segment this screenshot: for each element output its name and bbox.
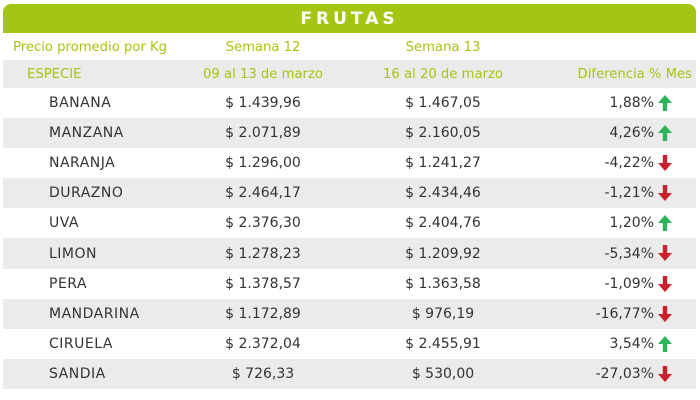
diff-label: Diferencia % Mes (577, 66, 692, 82)
species-name: MANDARINA (49, 305, 140, 322)
week12-price: $ 2.464,17 (225, 185, 301, 202)
table-row: MANDARINA $ 1.172,89 $ 976,19 -16,77% (3, 298, 696, 329)
species-name: SANDIA (49, 365, 106, 382)
week13-price: $ 2.404,76 (405, 215, 481, 232)
week12-price: $ 1.378,57 (225, 275, 301, 292)
species-name: PERA (49, 275, 88, 292)
arrow-down-icon (658, 245, 672, 262)
week12-price: $ 2.372,04 (225, 335, 301, 352)
week13-price: $ 2.434,46 (405, 185, 481, 202)
diff-percent: -16,77% (595, 305, 654, 322)
diff-percent: 1,88% (609, 95, 654, 112)
week13-price: $ 530,00 (411, 365, 475, 382)
diff-percent: -27,03% (595, 365, 654, 382)
table-title: FRUTAS (300, 8, 399, 29)
table-row: UVA $ 2.376,30 $ 2.404,76 1,20% (3, 208, 696, 238)
table-row: MANZANA $ 2.071,89 $ 2.160,05 4,26% (3, 118, 696, 149)
week13-dates: 16 al 20 de marzo (383, 66, 503, 82)
arrow-down-icon (658, 365, 672, 382)
species-label: ESPECIE (27, 66, 82, 82)
table-row: PERA $ 1.378,57 $ 1.363,58 -1,09% (3, 269, 696, 299)
week13-price: $ 2.160,05 (405, 125, 481, 142)
week13-price: $ 1.467,05 (405, 95, 481, 112)
diff-percent: 1,20% (609, 215, 654, 232)
species-name: UVA (49, 215, 80, 232)
price-label: Precio promedio por Kg (13, 40, 168, 55)
week12-price: $ 1.439,96 (225, 95, 301, 112)
table-body: BANANA $ 1.439,96 $ 1.467,05 1,88% MANZANA $ … (3, 88, 696, 389)
arrow-up-icon (658, 125, 672, 142)
week12-price: $ 1.296,00 (225, 155, 301, 172)
week12-label: Semana 12 (225, 40, 301, 55)
table-row: CIRUELA $ 2.372,04 $ 2.455,91 3,54% (3, 329, 696, 359)
table-row: NARANJA $ 1.296,00 $ 1.241,27 -4,22% (3, 148, 696, 178)
week12-price: $ 726,33 (231, 365, 295, 382)
title-banner: FRUTAS (3, 4, 696, 33)
species-name: BANANA (49, 95, 112, 112)
arrow-down-icon (658, 185, 672, 202)
week13-label: Semana 13 (405, 40, 481, 55)
week13-price: $ 1.209,92 (405, 245, 481, 262)
arrow-down-icon (658, 305, 672, 322)
week12-price: $ 1.278,23 (225, 245, 301, 262)
species-name: NARANJA (49, 155, 116, 172)
week13-price: $ 1.241,27 (405, 155, 481, 172)
table-row: BANANA $ 1.439,96 $ 1.467,05 1,88% (3, 88, 696, 118)
week13-price: $ 2.455,91 (405, 335, 481, 352)
table-row: LIMON $ 1.278,23 $ 1.209,92 -5,34% (3, 238, 696, 269)
arrow-up-icon (658, 335, 672, 352)
week13-price: $ 1.363,58 (405, 275, 481, 292)
species-name: LIMON (49, 245, 97, 262)
arrow-down-icon (658, 275, 672, 292)
header-row-2: ESPECIE 09 al 13 de marzo 16 al 20 de ma… (3, 60, 696, 88)
arrow-up-icon (658, 215, 672, 232)
arrow-down-icon (658, 155, 672, 172)
species-name: DURAZNO (49, 185, 124, 202)
table-row: DURAZNO $ 2.464,17 $ 2.434,46 -1,21% (3, 178, 696, 209)
diff-percent: -1,21% (604, 185, 654, 202)
week12-price: $ 2.376,30 (225, 215, 301, 232)
header-row-1: Precio promedio por Kg Semana 12 Semana … (3, 35, 696, 60)
diff-percent: 4,26% (609, 125, 654, 142)
week12-price: $ 2.071,89 (225, 125, 301, 142)
week12-price: $ 1.172,89 (225, 305, 301, 322)
species-name: MANZANA (49, 125, 124, 142)
table-row: SANDIA $ 726,33 $ 530,00 -27,03% (3, 358, 696, 389)
diff-percent: -5,34% (604, 245, 654, 262)
week12-dates: 09 al 13 de marzo (203, 66, 323, 82)
week13-price: $ 976,19 (411, 305, 475, 322)
diff-percent: -1,09% (604, 275, 654, 292)
species-name: CIRUELA (49, 335, 113, 352)
diff-percent: 3,54% (609, 335, 654, 352)
diff-percent: -4,22% (604, 155, 654, 172)
arrow-up-icon (658, 95, 672, 111)
